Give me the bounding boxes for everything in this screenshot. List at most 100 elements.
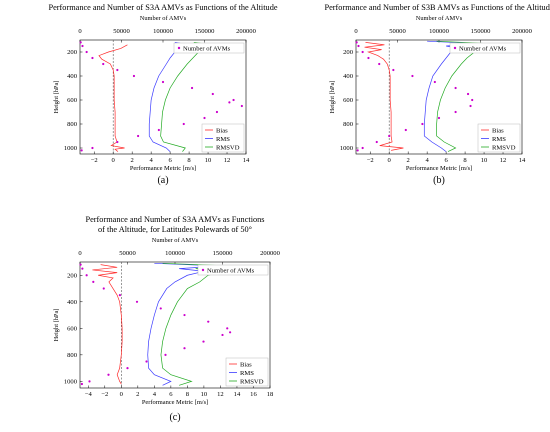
x2-tick-label: 100000	[153, 28, 173, 35]
x-tick-label: −2	[101, 391, 108, 398]
x2-tick-label: 150000	[195, 28, 215, 35]
legend-label: RMSVD	[492, 144, 516, 151]
count-point	[80, 382, 83, 386]
x-tick-label: 12	[224, 157, 231, 164]
x2-tick-label: 200000	[260, 250, 280, 257]
x-tick-label: 6	[169, 391, 173, 398]
x2-tick-label: 150000	[471, 28, 491, 35]
chart-title: Performance and Number of S3B AMVs as Fu…	[324, 3, 550, 12]
x-tick-label: 4	[153, 391, 157, 398]
series-line-rms	[147, 262, 221, 386]
x2-tick-label: 50000	[389, 28, 406, 35]
plot-frame	[355, 39, 523, 155]
count-point	[79, 41, 82, 44]
count-point	[229, 331, 232, 334]
x-tick-label: 18	[267, 391, 274, 398]
count-point	[228, 101, 231, 104]
x2-tick-label: 0	[354, 28, 358, 35]
count-point	[411, 74, 414, 78]
count-point	[92, 280, 95, 283]
legend-marker	[201, 268, 205, 272]
x-tick-label: −4	[85, 391, 93, 398]
x2-tick-label: 0	[78, 28, 82, 35]
legend-label: RMS	[216, 136, 230, 143]
count-point	[367, 56, 370, 60]
legend-label: Number of AVMs	[207, 268, 255, 275]
plot-frame	[79, 39, 247, 155]
y-tick-label: 400	[67, 73, 78, 80]
count-point	[221, 333, 224, 337]
count-point	[126, 367, 129, 370]
x2-tick-label: 200000	[512, 28, 532, 35]
x-tick-label: 14	[243, 157, 250, 164]
panel-label: (b)	[433, 175, 445, 186]
count-point	[388, 134, 391, 138]
count-point	[183, 347, 186, 350]
y-tick-label: 800	[343, 121, 354, 128]
count-point	[437, 116, 441, 120]
plot-frame	[79, 261, 271, 389]
x-tick-label: 8	[187, 157, 191, 164]
x2-tick-label: 0	[78, 250, 82, 257]
series-line-rms	[423, 40, 480, 152]
count-point	[91, 146, 94, 150]
count-point	[240, 104, 243, 108]
series-line-bias	[98, 44, 128, 152]
x-axis-label: Performance Metric [m/s]	[130, 165, 196, 172]
y-tick-label: 200	[67, 49, 78, 56]
series-number-of-amvs	[355, 41, 474, 152]
x2-tick-label: 50000	[119, 250, 136, 257]
chart-panel-c: Performance and Number of S3A AMVs as Fu…	[53, 215, 281, 423]
legend-label: Bias	[216, 127, 228, 134]
count-point	[164, 353, 167, 356]
count-point	[215, 110, 219, 114]
count-point	[85, 50, 88, 54]
y-tick-label: 600	[67, 97, 78, 104]
count-point	[81, 44, 84, 48]
count-point	[116, 68, 119, 72]
series-line-rmsvd	[160, 262, 233, 386]
count-point	[454, 86, 457, 90]
x-tick-label: 10	[481, 157, 488, 164]
count-point	[361, 146, 364, 150]
count-point	[226, 327, 229, 330]
count-point	[80, 149, 83, 152]
panel-label: (a)	[157, 175, 168, 186]
count-point	[161, 80, 165, 84]
legend-label: RMSVD	[240, 378, 264, 385]
legend-label: Bias	[492, 127, 504, 134]
series-line-bias	[92, 264, 123, 385]
legend-box	[173, 42, 245, 54]
x-tick-label: 12	[217, 391, 224, 398]
panel-label: (c)	[169, 412, 180, 423]
y-tick-label: 600	[343, 97, 354, 104]
legend-count: Number of AVMs	[173, 42, 245, 54]
legend-label: RMS	[492, 136, 506, 143]
y-axis-label: Height [hPa]	[329, 81, 336, 114]
count-point	[159, 307, 162, 310]
y-axis-label: Height [hPa]	[53, 309, 60, 342]
x-tick-label: 2	[136, 391, 139, 398]
x2-tick-label: 100000	[165, 250, 185, 257]
count-point	[183, 313, 186, 317]
legend-label: RMSVD	[216, 144, 240, 151]
legend-box	[197, 264, 269, 276]
x2-axis-label: Number of AMVs	[416, 15, 463, 22]
x-tick-label: 8	[186, 391, 190, 398]
y-tick-label: 1000	[64, 145, 78, 152]
count-point	[211, 92, 214, 96]
x-tick-label: 0	[112, 157, 116, 164]
x-tick-label: 4	[149, 157, 153, 164]
count-point	[356, 149, 359, 152]
x-tick-label: 10	[201, 391, 208, 398]
count-point	[378, 62, 381, 66]
series-line-rms	[148, 42, 191, 152]
x-tick-label: 12	[500, 157, 507, 164]
count-point	[433, 80, 436, 84]
count-point	[471, 98, 474, 102]
count-point	[202, 340, 205, 343]
chart-title: Performance and Number of S3A AMVs as Fu…	[48, 3, 277, 12]
count-point	[454, 110, 457, 114]
